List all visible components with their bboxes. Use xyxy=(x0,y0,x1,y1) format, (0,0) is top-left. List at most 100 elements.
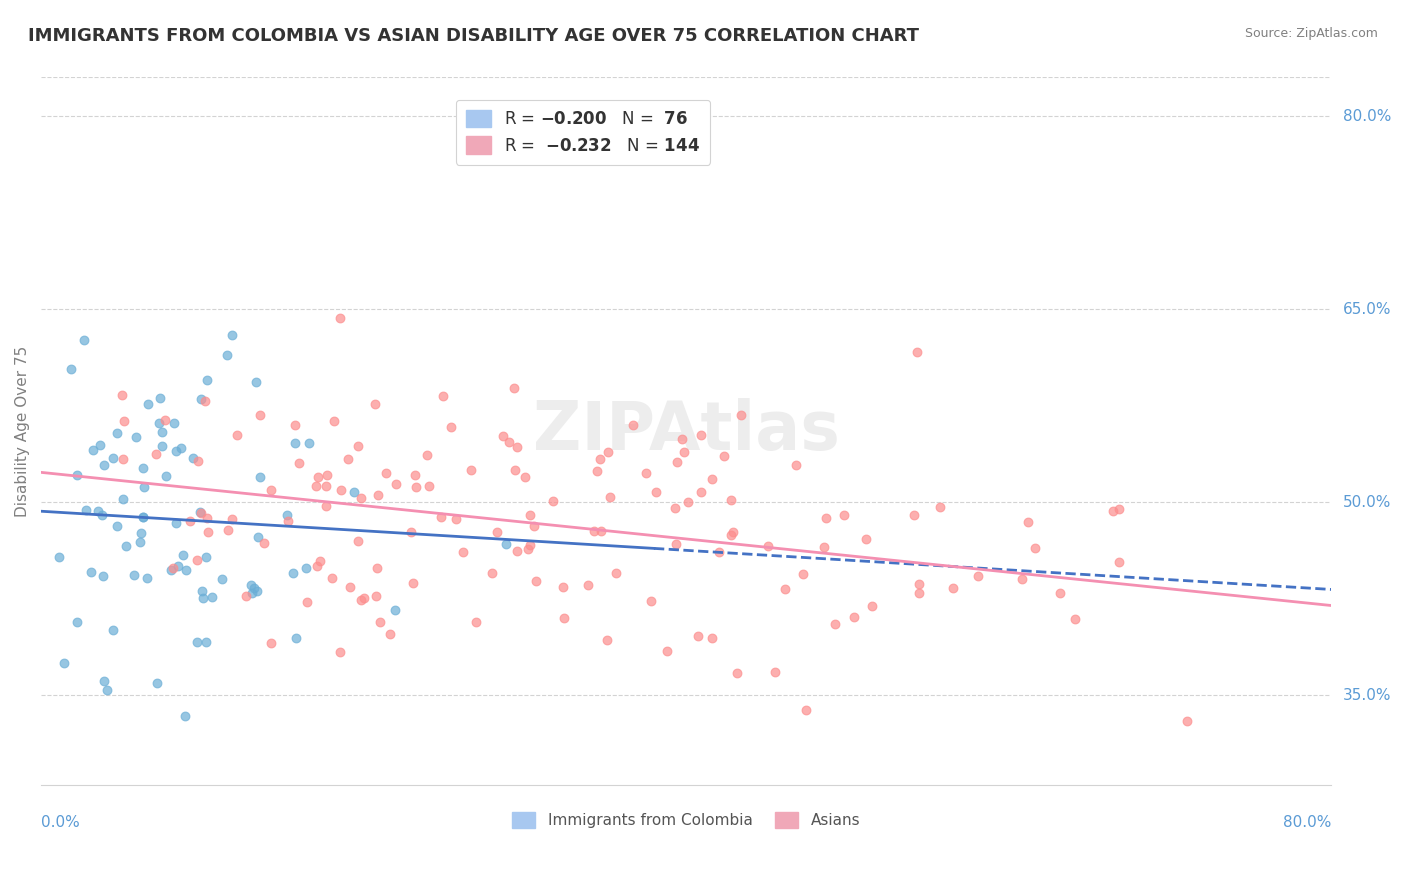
Point xyxy=(96,683,118,698)
Point xyxy=(138,396,160,410)
Point xyxy=(191,591,214,605)
Text: 0.0%: 0.0% xyxy=(41,814,80,830)
Point xyxy=(201,590,224,604)
Point xyxy=(589,524,612,539)
Point xyxy=(174,563,197,577)
Point xyxy=(295,595,318,609)
Point xyxy=(179,514,201,528)
Point xyxy=(384,603,406,617)
Point xyxy=(942,582,965,596)
Y-axis label: Disability Age Over 75: Disability Age Over 75 xyxy=(15,345,30,516)
Point xyxy=(75,503,97,517)
Point xyxy=(260,483,283,497)
Point xyxy=(664,501,686,516)
Point xyxy=(323,414,346,428)
Point xyxy=(589,452,612,467)
Point xyxy=(665,537,688,551)
Text: IMMIGRANTS FROM COLOMBIA VS ASIAN DISABILITY AGE OVER 75 CORRELATION CHART: IMMIGRANTS FROM COLOMBIA VS ASIAN DISABI… xyxy=(28,27,920,45)
Point xyxy=(399,524,422,539)
Point xyxy=(253,535,276,549)
Point xyxy=(824,617,846,632)
Point xyxy=(515,470,537,484)
Point xyxy=(221,327,243,342)
Point xyxy=(688,629,710,643)
Point xyxy=(305,479,328,493)
Point xyxy=(605,566,627,580)
Point xyxy=(666,455,689,469)
Point xyxy=(599,490,621,504)
Point xyxy=(114,539,136,553)
Point xyxy=(129,526,152,541)
Point xyxy=(315,500,337,514)
Point xyxy=(503,463,526,477)
Point xyxy=(495,537,517,551)
Point xyxy=(430,509,453,524)
Point xyxy=(350,491,373,505)
Point xyxy=(132,461,155,475)
Point xyxy=(124,567,146,582)
Point xyxy=(170,442,193,456)
Point xyxy=(756,539,779,553)
Point xyxy=(284,418,307,433)
Point xyxy=(905,344,928,359)
Point xyxy=(416,448,439,462)
Point xyxy=(195,373,218,387)
Point xyxy=(634,466,657,480)
Point xyxy=(713,450,735,464)
Point xyxy=(460,463,482,477)
Point xyxy=(384,476,406,491)
Point xyxy=(519,508,541,523)
Point xyxy=(105,425,128,440)
Text: 80.0%: 80.0% xyxy=(1343,109,1391,123)
Point xyxy=(1099,844,1122,858)
Point xyxy=(195,511,218,525)
Point xyxy=(700,631,723,645)
Point xyxy=(1011,572,1033,586)
Point xyxy=(82,443,104,458)
Point xyxy=(343,484,366,499)
Point xyxy=(707,545,730,559)
Point xyxy=(773,582,796,597)
Point xyxy=(1108,555,1130,569)
Point xyxy=(73,333,96,347)
Point xyxy=(132,509,155,524)
Point xyxy=(374,466,396,480)
Point xyxy=(346,534,368,549)
Point xyxy=(247,530,270,544)
Point xyxy=(249,408,271,422)
Point xyxy=(60,362,83,376)
Point xyxy=(364,589,387,603)
Point xyxy=(792,567,814,582)
Point xyxy=(730,408,752,422)
Point xyxy=(163,416,186,430)
Point xyxy=(1018,516,1040,530)
Point xyxy=(211,572,233,586)
Point xyxy=(80,566,103,580)
Point xyxy=(720,528,742,542)
Point xyxy=(129,535,152,549)
Point xyxy=(284,632,307,646)
Point xyxy=(844,609,866,624)
Point xyxy=(337,451,360,466)
Point xyxy=(249,470,271,484)
Point xyxy=(329,310,352,325)
Point xyxy=(195,550,218,565)
Point xyxy=(676,494,699,508)
Point xyxy=(440,419,463,434)
Point xyxy=(245,375,267,389)
Point xyxy=(165,516,187,531)
Point xyxy=(908,586,931,600)
Point xyxy=(368,615,391,630)
Point xyxy=(225,428,247,442)
Point xyxy=(217,524,239,538)
Point xyxy=(186,635,208,649)
Point xyxy=(172,548,194,562)
Point xyxy=(160,562,183,576)
Point xyxy=(188,505,211,519)
Point xyxy=(928,500,950,515)
Point xyxy=(541,493,564,508)
Point xyxy=(815,511,838,525)
Point xyxy=(855,532,877,546)
Point xyxy=(523,519,546,533)
Point xyxy=(195,635,218,649)
